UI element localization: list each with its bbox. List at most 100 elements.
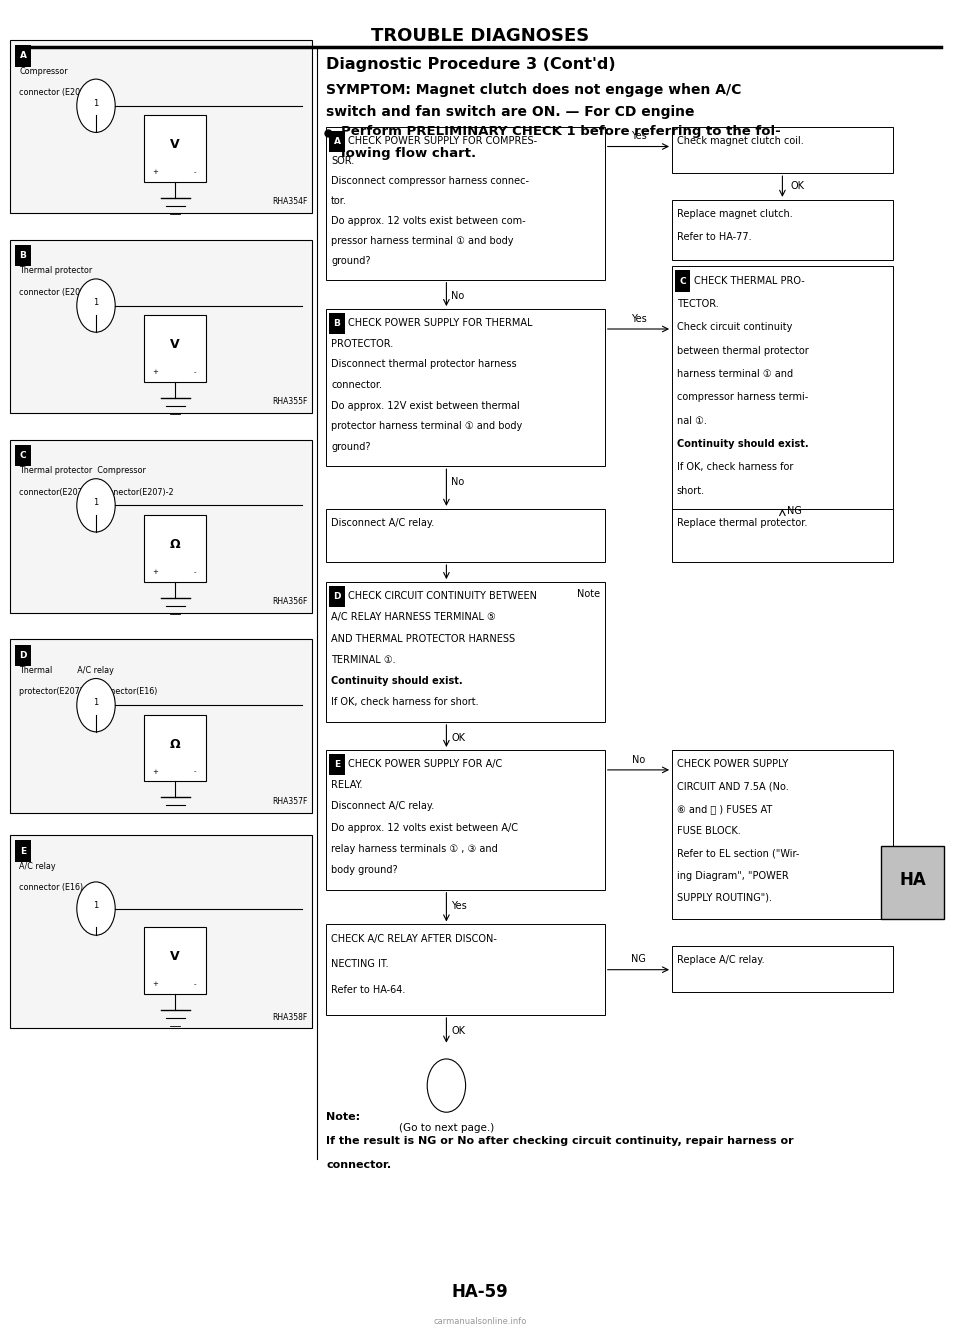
Bar — [10, 40, 312, 213]
Bar — [326, 127, 605, 280]
Text: Do approx. 12 volts exist between A/C: Do approx. 12 volts exist between A/C — [331, 822, 518, 832]
Text: protector harness terminal ① and body: protector harness terminal ① and body — [331, 421, 522, 432]
Text: -: - — [194, 369, 196, 376]
Bar — [144, 927, 206, 994]
Text: connector (E207) -2: connector (E207) -2 — [19, 88, 99, 97]
Text: FUSE BLOCK.: FUSE BLOCK. — [677, 826, 740, 836]
Text: Replace thermal protector.: Replace thermal protector. — [677, 518, 807, 529]
Text: Check circuit continuity: Check circuit continuity — [677, 322, 792, 333]
Text: between thermal protector: between thermal protector — [677, 345, 808, 356]
Text: -: - — [194, 769, 196, 775]
Text: Perform PRELIMINARY CHECK 1 before referring to the fol-: Perform PRELIMINARY CHECK 1 before refer… — [341, 125, 780, 139]
Text: TROUBLE DIAGNOSES: TROUBLE DIAGNOSES — [371, 27, 589, 45]
Bar — [326, 509, 605, 562]
Text: If the result is NG or No after checking circuit continuity, repair harness or: If the result is NG or No after checking… — [326, 1136, 794, 1147]
Text: 1: 1 — [93, 298, 99, 308]
Text: OK: OK — [790, 181, 804, 192]
Text: Disconnect A/C relay.: Disconnect A/C relay. — [331, 802, 435, 811]
Text: Note:: Note: — [326, 1112, 361, 1123]
Text: Ω: Ω — [170, 738, 180, 750]
Text: Compressor: Compressor — [19, 67, 68, 76]
Bar — [326, 750, 605, 890]
Text: CHECK POWER SUPPLY FOR COMPRES-: CHECK POWER SUPPLY FOR COMPRES- — [348, 136, 538, 147]
Text: TECTOR.: TECTOR. — [677, 298, 718, 309]
Text: Refer to HA-64.: Refer to HA-64. — [331, 986, 405, 995]
Text: NG: NG — [631, 954, 646, 964]
Bar — [326, 924, 605, 1015]
Text: RHA358F: RHA358F — [272, 1012, 307, 1022]
Bar — [10, 639, 312, 813]
Circle shape — [77, 882, 115, 935]
Text: RELAY.: RELAY. — [331, 781, 363, 790]
Text: CHECK POWER SUPPLY: CHECK POWER SUPPLY — [677, 759, 788, 770]
Text: E: E — [334, 761, 340, 769]
Bar — [144, 116, 206, 182]
Text: (Go to next page.): (Go to next page.) — [398, 1123, 494, 1134]
Text: D: D — [333, 593, 341, 601]
Bar — [15, 645, 31, 666]
Text: Replace A/C relay.: Replace A/C relay. — [677, 955, 764, 966]
Text: SUPPLY ROUTING").: SUPPLY ROUTING"). — [677, 892, 772, 903]
Text: SYMPTOM: Magnet clutch does not engage when A/C: SYMPTOM: Magnet clutch does not engage w… — [326, 83, 742, 97]
Text: No: No — [632, 754, 645, 765]
Bar — [10, 240, 312, 413]
Text: -: - — [194, 980, 196, 987]
Text: NG: NG — [787, 506, 802, 515]
Text: +: + — [153, 369, 158, 376]
Bar — [15, 245, 31, 266]
Bar — [672, 266, 893, 513]
Text: Do approx. 12 volts exist between com-: Do approx. 12 volts exist between com- — [331, 216, 526, 226]
Text: Thermal          A/C relay: Thermal A/C relay — [19, 666, 114, 675]
Circle shape — [77, 278, 115, 332]
Bar — [144, 515, 206, 582]
Text: CHECK THERMAL PRO-: CHECK THERMAL PRO- — [694, 276, 804, 286]
Text: 1: 1 — [93, 498, 99, 507]
Text: C: C — [680, 277, 685, 285]
Text: +: + — [153, 169, 158, 176]
Bar — [326, 309, 605, 466]
Text: Disconnect thermal protector harness: Disconnect thermal protector harness — [331, 360, 516, 369]
Text: OK: OK — [451, 1026, 466, 1036]
Text: lowing flow chart.: lowing flow chart. — [341, 147, 476, 160]
Bar — [329, 586, 345, 607]
Text: carmanualsonline.info: carmanualsonline.info — [433, 1317, 527, 1325]
Text: ground?: ground? — [331, 442, 371, 452]
Text: ing Diagram", "POWER: ing Diagram", "POWER — [677, 871, 788, 880]
Text: HA-59: HA-59 — [451, 1283, 509, 1301]
Text: compressor harness termi-: compressor harness termi- — [677, 392, 808, 402]
Text: Refer to HA-77.: Refer to HA-77. — [677, 232, 752, 242]
Text: protector(E207)-1  connector(E16): protector(E207)-1 connector(E16) — [19, 687, 157, 697]
Bar — [144, 316, 206, 382]
Text: -: - — [194, 169, 196, 176]
Bar — [329, 754, 345, 775]
Circle shape — [77, 79, 115, 132]
Text: RHA357F: RHA357F — [272, 797, 307, 806]
Text: D: D — [19, 651, 27, 659]
Text: 1: 1 — [93, 698, 99, 707]
Text: +: + — [153, 569, 158, 575]
Bar — [881, 846, 944, 919]
Text: If OK, check harness for short.: If OK, check harness for short. — [331, 697, 479, 707]
Text: connector.: connector. — [326, 1160, 392, 1171]
Text: B: B — [333, 320, 341, 328]
Text: NECTING IT.: NECTING IT. — [331, 959, 389, 970]
Bar — [15, 45, 31, 67]
Text: 1: 1 — [93, 99, 99, 108]
Text: Continuity should exist.: Continuity should exist. — [677, 438, 808, 449]
Text: Yes: Yes — [631, 131, 646, 141]
Bar — [10, 835, 312, 1028]
Text: No: No — [451, 477, 465, 488]
Text: CHECK A/C RELAY AFTER DISCON-: CHECK A/C RELAY AFTER DISCON- — [331, 934, 497, 944]
Text: Continuity should exist.: Continuity should exist. — [331, 675, 463, 686]
Bar — [672, 200, 893, 260]
Text: ground?: ground? — [331, 256, 371, 266]
Text: V: V — [170, 950, 180, 963]
Text: switch and fan switch are ON. — For CD engine: switch and fan switch are ON. — For CD e… — [326, 105, 695, 120]
Text: If OK, check harness for: If OK, check harness for — [677, 462, 793, 473]
Text: RHA354F: RHA354F — [272, 197, 307, 206]
Text: Diagnostic Procedure 3 (Cont'd): Diagnostic Procedure 3 (Cont'd) — [326, 57, 616, 72]
Text: body ground?: body ground? — [331, 864, 397, 875]
Text: RHA355F: RHA355F — [272, 397, 307, 406]
Text: Yes: Yes — [451, 900, 467, 911]
Text: Note: Note — [577, 589, 600, 599]
